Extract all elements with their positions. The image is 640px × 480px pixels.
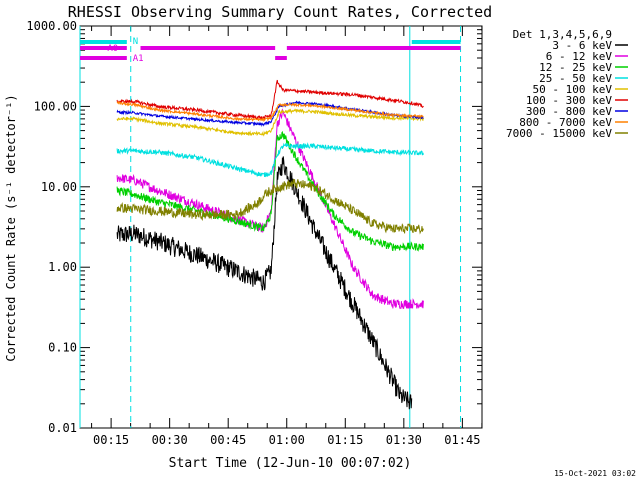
state-label-a1: A1 (133, 54, 144, 64)
plot-area: 0.01 0.10 1.00 10.00 100.00 1000.00 00:15 00:30… (26, 19, 483, 447)
x-tick-label: 00:15 (93, 433, 129, 447)
legend-entry-label: 7000 - 15000 keV (506, 127, 612, 140)
state-label-n: N (133, 37, 138, 47)
state-label-a0: A0 (107, 44, 118, 54)
legend-entry-label: 3 - 6 keV (552, 39, 612, 52)
chart-title: RHESSI Observing Summary Count Rates, Co… (68, 3, 492, 21)
legend-entry-label: 50 - 100 keV (533, 83, 613, 96)
x-tick-label: 00:30 (152, 433, 188, 447)
x-tick-label: 01:30 (386, 433, 422, 447)
y-tick-label: 10.00 (41, 180, 77, 194)
x-tick-label: 01:45 (444, 433, 480, 447)
x-tick-label: 01:00 (269, 433, 305, 447)
series-line (116, 130, 424, 252)
y-tick-label: 0.10 (48, 341, 77, 355)
x-axis-label: Start Time (12-Jun-10 00:07:02) (169, 456, 412, 471)
y-tick-label: 1000.00 (26, 19, 77, 33)
series-line (116, 100, 424, 123)
legend-entry-label: 100 - 300 keV (526, 94, 612, 107)
y-axis-label: Corrected Count Rate (s⁻¹ detector⁻¹) (4, 94, 18, 361)
legend-entry-label: 800 - 7000 keV (519, 116, 612, 129)
x-tick-label: 01:15 (327, 433, 363, 447)
legend-entry-label: 25 - 50 keV (539, 72, 612, 85)
y-tick-label: 0.01 (48, 421, 77, 435)
legend-title: Det 1,3,4,5,6,9 (513, 28, 612, 41)
legend-entry-label: 300 - 800 keV (526, 105, 612, 118)
footer-timestamp: 15-Oct-2021 03:02 (554, 469, 636, 478)
series-line (116, 156, 413, 410)
series-line (116, 79, 424, 120)
series-line (116, 179, 424, 235)
series-line (116, 142, 424, 178)
x-tick-label: 00:45 (210, 433, 246, 447)
legend-entry-label: 12 - 25 keV (539, 61, 612, 74)
y-tick-label: 100.00 (34, 99, 77, 113)
y-tick-label: 1.00 (48, 260, 77, 274)
series-line (116, 108, 424, 137)
legend-entry-label: 6 - 12 keV (546, 50, 613, 63)
